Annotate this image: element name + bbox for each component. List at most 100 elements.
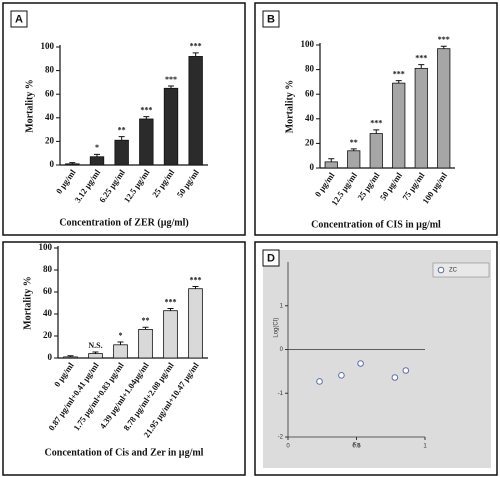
bar [188,56,203,166]
significance-label: *** [415,54,427,63]
y-axis-label: Mortality % [22,276,33,330]
significance-label: *** [438,35,450,44]
x-tick-label: 1 [423,444,427,450]
panel: -2 -1 0 1 0 0.5 1 Log(CI) Fa ZC D [254,241,498,476]
x-axis-label: Concentration of ZER (µg/ml) [59,217,188,228]
panel-label-box [262,249,280,267]
point [391,374,399,381]
bar [89,156,105,166]
error-bar [143,116,150,119]
bar [324,161,338,169]
y-tick-label: 100 [39,242,53,252]
error-bar [118,136,125,141]
y-tick-label: 20 [43,330,53,340]
significance-label: *** [370,119,382,128]
panel-label-box [262,10,280,28]
legend-label: ZC [449,268,458,274]
y-tick-label: 20 [305,137,315,147]
error-bar [440,45,447,49]
panel-border [2,2,246,236]
bar [163,310,178,359]
y-tick-label: 80 [45,65,55,75]
error-bar [94,153,100,157]
y-tick-label: -1 [278,391,284,397]
y-tick-label: 80 [43,264,53,274]
bar [138,329,153,359]
y-tick-label: 40 [305,113,315,123]
x-axis-label: Fa [353,443,361,449]
significance-label: * [119,331,123,340]
error-bar [142,326,149,330]
bar [114,139,129,166]
significance-label: *** [165,75,177,84]
y-tick-label: 40 [43,308,53,318]
significance-label: ** [350,138,358,147]
x-axis-label: Concentration of CIS in µg/ml [311,219,441,230]
x-tick-label: 0 [286,444,290,450]
error-bar [418,64,425,69]
significance-label: *** [165,297,177,306]
panel: 0 20 40 60 80 100 Mortality % Concentation of C… [2,241,246,476]
panel: 0 20 40 60 80 100 Mortality % Concentration of … [254,2,498,236]
y-tick-label: -2 [278,435,284,441]
y-tick-label: 60 [45,88,55,98]
y-tick-label: 100 [41,41,55,51]
legend-marker [437,266,445,274]
plot-background [263,250,491,468]
y-axis-label: Mortality % [284,80,295,134]
bar [347,150,361,169]
bar [392,82,406,169]
bar [369,133,383,169]
y-tick-label: 60 [305,88,315,98]
error-bar [168,85,174,89]
bar [414,67,428,169]
bar [188,288,203,359]
bar [113,344,128,359]
legend-box [432,262,490,278]
y-tick-label: 0 [48,352,53,362]
error-bar [69,162,76,164]
x-axis-label: Concentation of Cis and Zer in µg/ml [45,447,204,458]
error-bar [67,355,74,357]
point [338,372,345,379]
bar [63,356,78,359]
error-bar [192,52,199,57]
y-tick-label: 1 [280,303,284,309]
panel-label: A [15,13,23,25]
significance-label: * [95,143,99,152]
panel-border [254,2,498,236]
y-tick-label: 80 [305,64,315,74]
point [357,360,364,367]
error-bar [167,308,174,311]
bar [163,87,179,166]
point [316,378,323,385]
bar [437,48,451,169]
y-tick-label: 40 [45,112,55,122]
significance-label: *** [190,42,202,51]
y-tick-label: 0 [310,162,315,172]
error-bar [92,351,99,354]
significance-label: ** [118,126,126,135]
bar [88,353,103,359]
error-bar [350,148,357,151]
y-tick-label: 20 [45,135,55,145]
error-bar [395,80,402,84]
y-tick-label: 60 [43,286,53,296]
panel-label-box [10,10,28,28]
bar [139,118,154,166]
error-bar [117,341,124,345]
significance-label: *** [393,69,405,78]
error-bar [192,286,199,289]
panel-label: B [267,13,275,25]
panel: 0 20 40 60 80 100 Mortality % Concentration of … [2,2,246,236]
significance-label: *** [190,275,202,284]
y-tick-label: 100 [301,39,315,49]
significance-label: *** [140,105,152,114]
error-bar [328,158,335,162]
y-tick-label: 0 [280,347,284,353]
bar [65,163,80,166]
significance-label: N.S. [88,341,102,350]
point [402,367,410,374]
error-bar [373,129,380,134]
